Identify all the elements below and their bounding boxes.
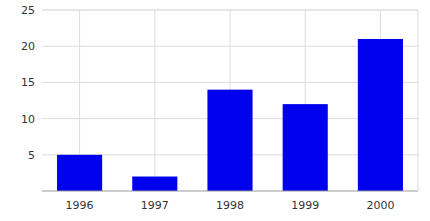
y-tick-label: 25 [21,4,35,17]
frame-right [418,10,419,191]
bar [132,177,177,191]
x-tick-label: 1999 [291,199,319,212]
y-tick-label: 20 [21,40,35,53]
x-tick-label: 2000 [366,199,394,212]
x-tick-label: 1998 [216,199,244,212]
bar [207,90,252,191]
bar [283,104,328,191]
x-tick-label: 1997 [141,199,169,212]
y-tick-label: 10 [21,113,35,126]
y-tick-label: 15 [21,76,35,89]
bars [57,39,403,191]
y-tick-label: 5 [28,149,35,162]
grid [42,10,418,191]
y-grid-line [42,10,418,11]
x-axis-line [42,191,418,192]
chart-container: 5 10 15 20 25 1996 1997 1998 1999 2000 [0,0,430,221]
x-grid-line [154,10,155,191]
bar [358,39,403,191]
frame-top [42,10,418,11]
chart: 5 10 15 20 25 1996 1997 1998 1999 2000 [0,0,430,221]
bar [57,155,102,191]
x-tick-label: 1996 [66,199,94,212]
